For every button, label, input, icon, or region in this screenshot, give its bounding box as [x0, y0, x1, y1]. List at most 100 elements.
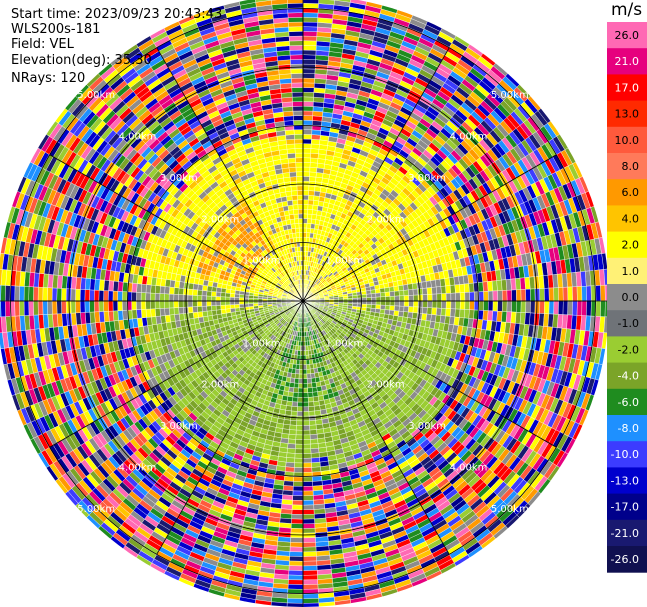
- velocity-cell: [302, 387, 308, 393]
- velocity-cell: [422, 287, 428, 295]
- velocity-cell: [284, 466, 295, 473]
- velocity-cell: [297, 401, 304, 408]
- velocity-cell: [312, 475, 323, 482]
- velocity-cell: [288, 565, 304, 571]
- velocity-cell: [334, 0, 352, 3]
- velocity-cell: [302, 369, 307, 375]
- velocity-cell: [288, 574, 304, 581]
- velocity-cell: [586, 285, 592, 302]
- velocity-cell: [295, 429, 304, 436]
- velocity-cell: [302, 73, 316, 79]
- velocity-cell: [289, 546, 304, 553]
- velocity-cell: [511, 289, 517, 302]
- velocity-cell: [302, 509, 315, 515]
- velocity-cell: [312, 391, 319, 398]
- velocity-cell: [305, 350, 309, 356]
- velocity-cell: [534, 300, 541, 314]
- velocity-cell: [389, 300, 395, 306]
- velocity-cell: [399, 300, 405, 307]
- velocity-cell: [488, 290, 494, 302]
- velocity-cell: [302, 176, 310, 182]
- velocity-cell: [544, 287, 550, 302]
- velocity-cell: [389, 291, 395, 297]
- velocity-cell: [302, 551, 317, 557]
- velocity-cell: [302, 598, 319, 604]
- velocity-cell: [290, 415, 298, 421]
- velocity-cell: [361, 297, 367, 302]
- velocity-cell: [292, 392, 299, 398]
- velocity-cell: [393, 285, 400, 292]
- velocity-cell: [291, 401, 298, 407]
- velocity-cell: [302, 110, 314, 116]
- velocity-cell: [308, 181, 316, 187]
- velocity-cell: [445, 293, 452, 302]
- velocity-cell: [308, 185, 316, 192]
- velocity-cell: [295, 443, 304, 450]
- velocity-cell: [310, 157, 319, 164]
- velocity-cell: [375, 288, 381, 294]
- velocity-cell: [311, 129, 322, 136]
- velocity-cell: [292, 486, 304, 492]
- velocity-cell: [302, 453, 312, 459]
- velocity-cell: [302, 148, 312, 154]
- velocity-cell: [302, 429, 311, 436]
- velocity-cell: [308, 406, 315, 412]
- velocity-cell: [454, 308, 461, 318]
- velocity-cell: [366, 293, 372, 298]
- velocity-cell: [384, 305, 391, 311]
- velocity-cell: [302, 87, 315, 93]
- velocity-cell: [296, 411, 304, 417]
- velocity-cell: [309, 363, 314, 370]
- velocity-cell: [302, 59, 316, 65]
- velocity-cell: [436, 307, 442, 316]
- velocity-cell: [293, 476, 304, 482]
- velocity-cell: [572, 286, 578, 302]
- velocity-cell: [389, 296, 395, 302]
- velocity-cell: [417, 306, 423, 314]
- velocity-cell: [302, 77, 315, 84]
- velocity-cell: [426, 307, 433, 315]
- velocity-cell: [287, 593, 304, 599]
- velocity-cell: [302, 218, 308, 224]
- velocity-cell: [520, 289, 527, 302]
- velocity-cell: [365, 290, 372, 295]
- velocity-cell: [287, 438, 296, 445]
- velocity-cell: [285, 457, 295, 463]
- velocity-cell: [313, 195, 320, 202]
- velocity-cell: [311, 462, 321, 468]
- velocity-cell: [548, 300, 555, 315]
- velocity-cell: [294, 462, 304, 468]
- velocity-cell: [298, 373, 304, 379]
- velocity-cell: [352, 300, 358, 304]
- velocity-cell: [302, 443, 311, 450]
- velocity-cell: [287, 391, 294, 398]
- velocity-cell: [302, 518, 315, 525]
- velocity-cell: [370, 293, 377, 298]
- velocity-cell: [413, 294, 419, 302]
- velocity-cell: [520, 300, 527, 313]
- velocity-cell: [297, 392, 304, 398]
- velocity-cell: [375, 292, 381, 298]
- velocity-cell: [576, 300, 583, 316]
- velocity-cell: [289, 420, 297, 426]
- velocity-cell: [286, 400, 293, 407]
- velocity-cell: [292, 396, 299, 403]
- velocity-cell: [288, 429, 297, 435]
- velocity-cell: [576, 286, 583, 302]
- velocity-cell: [290, 537, 304, 543]
- velocity-cell: [361, 300, 367, 305]
- velocity-cell: [302, 373, 308, 379]
- velocity-cell: [412, 288, 419, 296]
- velocity-cell: [302, 138, 312, 145]
- velocity-cell: [567, 286, 573, 302]
- velocity-cell: [305, 345, 309, 351]
- velocity-cell: [394, 295, 400, 302]
- velocity-cell: [302, 415, 310, 422]
- velocity-cell: [302, 152, 311, 159]
- velocity-cell: [302, 350, 306, 356]
- velocity-cell: [366, 297, 372, 302]
- velocity-cell: [308, 190, 315, 196]
- velocity-cell: [294, 453, 304, 459]
- velocity-cell: [286, 448, 296, 454]
